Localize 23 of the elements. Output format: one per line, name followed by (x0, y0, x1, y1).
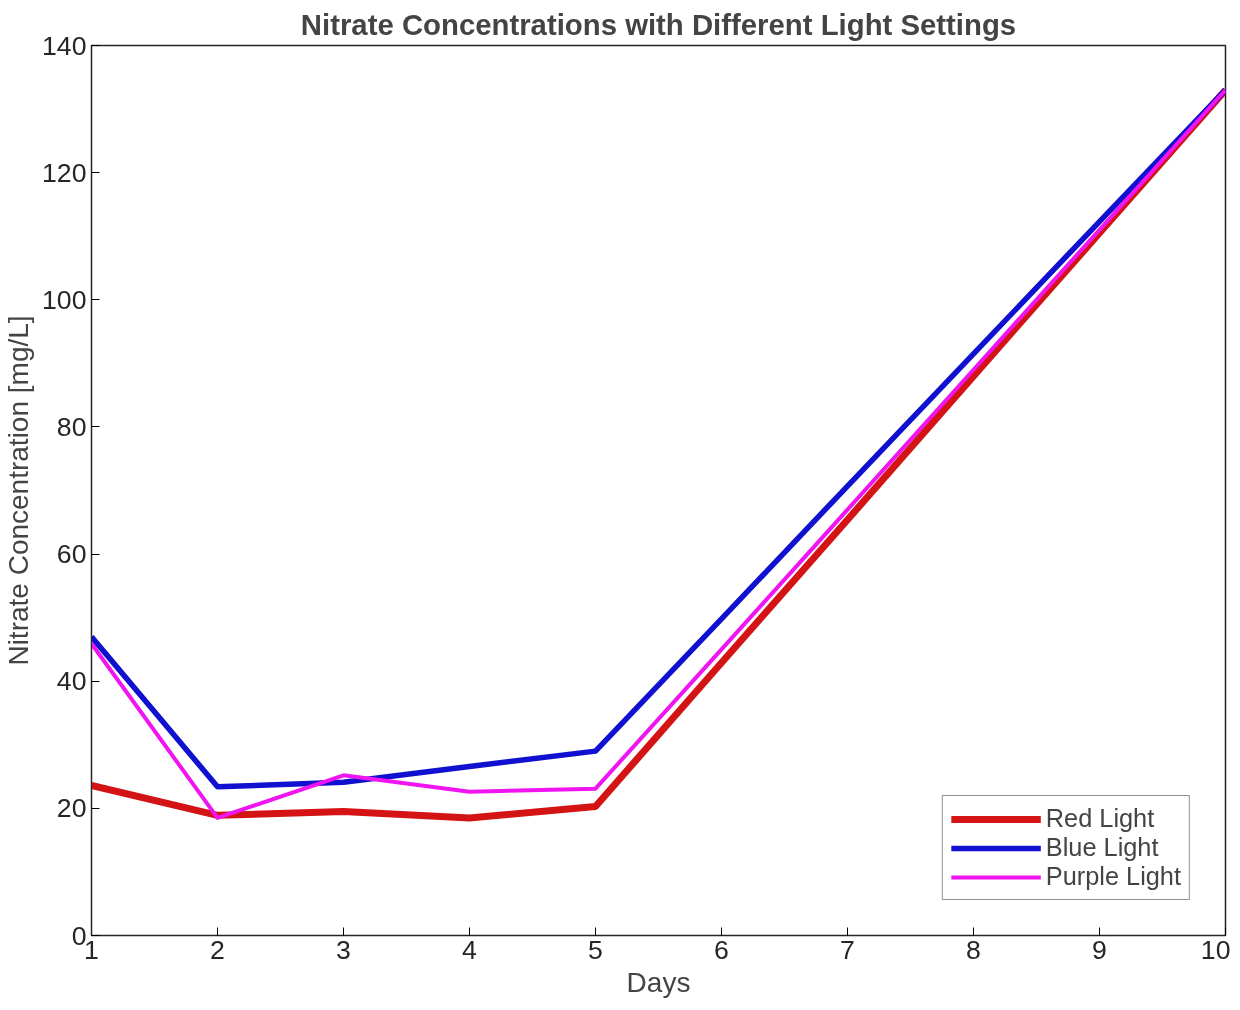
y-tick-label: 40 (56, 666, 87, 697)
x-tick-label: 3 (336, 934, 351, 965)
y-tick-label: 140 (42, 30, 87, 61)
y-tick-label: 0 (71, 920, 87, 951)
x-tick-label: 2 (210, 934, 225, 965)
x-axis-title: Days (626, 966, 691, 998)
y-tick-label: 100 (42, 284, 87, 315)
legend-label: Blue Light (1045, 833, 1159, 862)
y-tick-label: 120 (42, 157, 87, 188)
x-tick-label: 10 (1200, 934, 1231, 965)
x-tick-label: 7 (840, 934, 855, 965)
x-tick-label: 5 (588, 934, 603, 965)
x-tick-label: 8 (966, 934, 981, 965)
y-axis-title: Nitrate Concentration [mg/L] (3, 315, 35, 666)
legend-label: Red Light (1045, 804, 1155, 833)
y-tick-label: 80 (56, 411, 87, 442)
y-tick-label: 20 (56, 793, 87, 824)
x-tick-label: 4 (462, 934, 478, 965)
legend-label: Purple Light (1045, 862, 1181, 891)
x-tick-label: 9 (1092, 934, 1107, 965)
chart-title: Nitrate Concentrations with Different Light Settings (300, 7, 1017, 41)
y-tick-label: 60 (56, 539, 87, 570)
x-tick-label: 6 (714, 934, 729, 965)
